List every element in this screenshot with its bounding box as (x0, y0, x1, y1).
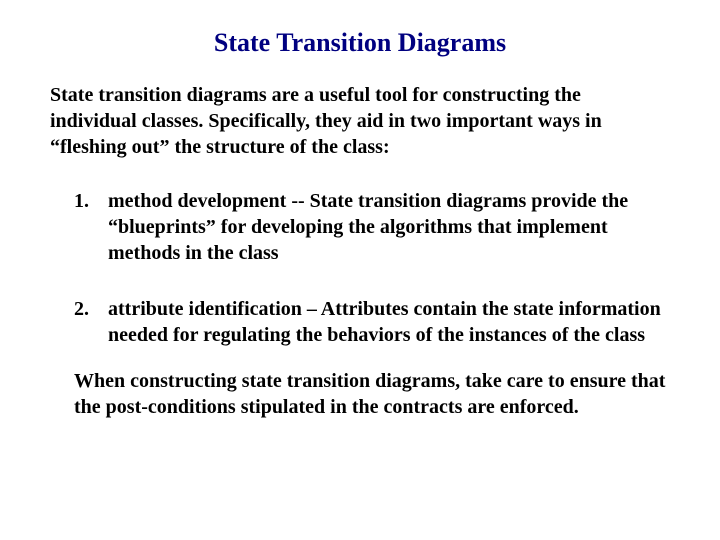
slide-title: State Transition Diagrams (50, 28, 670, 58)
list-body: attribute identification – Attributes co… (108, 296, 670, 348)
list-body: method development -- State transition d… (108, 188, 670, 266)
slide-container: State Transition Diagrams State transiti… (0, 0, 720, 540)
intro-paragraph: State transition diagrams are a useful t… (50, 82, 670, 160)
list-item-1: 1. method development -- State transitio… (50, 188, 670, 266)
list-item-2: 2. attribute identification – Attributes… (50, 296, 670, 348)
list-number: 1. (74, 188, 108, 266)
closing-paragraph: When constructing state transition diagr… (50, 368, 670, 420)
list-number: 2. (74, 296, 108, 348)
